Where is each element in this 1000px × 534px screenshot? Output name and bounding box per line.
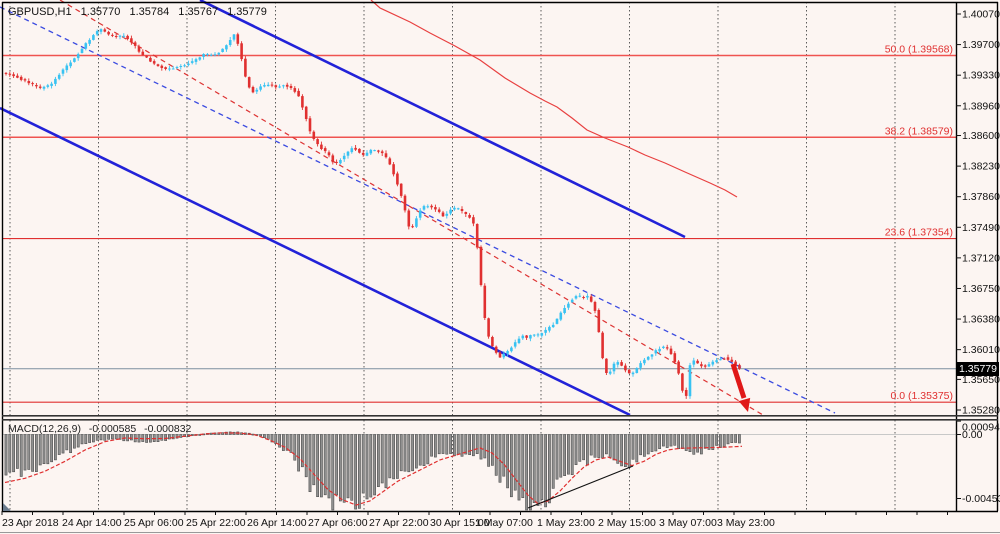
macd-histogram (4, 431, 741, 511)
chart-ohlc-header: GBPUSD,H1 1.35770 1.35784 1.35767 1.3577… (8, 6, 273, 18)
macd-signal-line (4, 432, 743, 506)
high-value: 1.35784 (129, 6, 170, 18)
time-axis: 23 Apr 2018 24 Apr 14:00 25 Apr 06:00 25 Ap… (1, 511, 948, 529)
price-tick-label: 1.37120 (962, 252, 1000, 264)
time-tick-label: 2 May 15:00 (598, 517, 656, 529)
time-tick-label: 3 May 07:00 (659, 517, 717, 529)
symbol-timeframe-label: GBPUSD,H1 (8, 6, 72, 18)
price-tick-label: 1.37860 (962, 191, 1000, 203)
low-value: 1.35767 (178, 6, 219, 18)
current-price-badge: 1.35779 (957, 362, 999, 376)
price-axis: 1.40070 1.39700 1.39330 1.38960 1.38600 1.382… (956, 9, 1000, 417)
macd-tick-label: -0.00453 (962, 493, 1000, 505)
price-tick-label: 1.36750 (962, 283, 1000, 295)
price-tick-label: 1.38230 (962, 161, 1000, 173)
price-tick-label: 1.39330 (962, 70, 1000, 82)
macd-tick-label: 0.000946 (962, 422, 1000, 434)
time-tick-label: 24 Apr 14:00 (62, 517, 122, 529)
macd-axis: 0.0009460.00 -0.00453 (956, 420, 1000, 505)
macd-indicator-header: MACD(12,26,9) -0.000585 -0.000832 (8, 423, 196, 435)
channel-median-dashed (0, 6, 836, 414)
price-tick-label: 1.40070 (962, 9, 1000, 21)
vertical-gridlines (9, 2, 896, 511)
red-ma-line (370, 0, 738, 198)
close-value: 1.35779 (227, 6, 267, 18)
macd-main-value: -0.000585 (88, 423, 137, 435)
macd-signal-value: -0.000832 (144, 423, 192, 435)
time-tick-label: 3 May 23:00 (717, 517, 775, 529)
time-tick-label: 25 Apr 22:00 (186, 517, 246, 529)
open-value: 1.35770 (80, 6, 121, 18)
fib-level-label: 50.0 (1.39568) (885, 44, 953, 56)
time-tick-label: 23 Apr 2018 (2, 517, 59, 529)
candlesticks (4, 27, 741, 399)
price-tick-label: 1.35280 (962, 405, 1000, 417)
fib-level-label: 38.2 (1.38579) (885, 125, 953, 137)
price-tick-label: 1.36380 (962, 314, 1000, 326)
price-tick-label: 1.35650 (962, 374, 1000, 386)
channel-lower-solid (0, 106, 631, 417)
time-tick-label: 27 Apr 22:00 (369, 517, 429, 529)
price-tick-label: 1.39700 (962, 39, 1000, 51)
sell-signal-arrow (730, 363, 751, 412)
trendlines[interactable] (0, 0, 836, 417)
fib-level-label: 23.6 (1.37354) (885, 227, 953, 239)
price-tick-label: 1.36010 (962, 344, 1000, 356)
time-tick-label: 1 May 23:00 (537, 517, 595, 529)
macd-black-trendline[interactable] (527, 465, 634, 509)
price-tick-label: 1.37490 (962, 222, 1000, 234)
time-tick-label: 27 Apr 06:00 (308, 517, 368, 529)
time-tick-label: 25 Apr 06:00 (124, 517, 184, 529)
time-tick-label: 26 Apr 14:00 (247, 517, 307, 529)
macd-label: MACD(12,26,9) (8, 423, 81, 435)
price-tick-label: 1.38960 (962, 100, 1000, 112)
macd-tick-label: 0.00 (962, 429, 983, 441)
time-tick-label: 1 May 07:00 (475, 517, 533, 529)
fib-level-label: 0.0 (1.35375) (891, 390, 953, 402)
channel-upper-solid (199, 0, 686, 239)
time-tick-label: 30 Apr 15:00 (430, 517, 490, 529)
steep-trend-dashed (59, 0, 764, 416)
fibonacci-levels: 50.0 (1.39568) 38.2 (1.38579) 23.6 (1.3735… (2, 44, 956, 403)
price-tick-label: 1.38600 (962, 130, 1000, 142)
